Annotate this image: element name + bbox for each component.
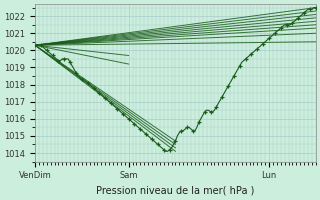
X-axis label: Pression niveau de la mer( hPa ): Pression niveau de la mer( hPa ): [96, 186, 255, 196]
